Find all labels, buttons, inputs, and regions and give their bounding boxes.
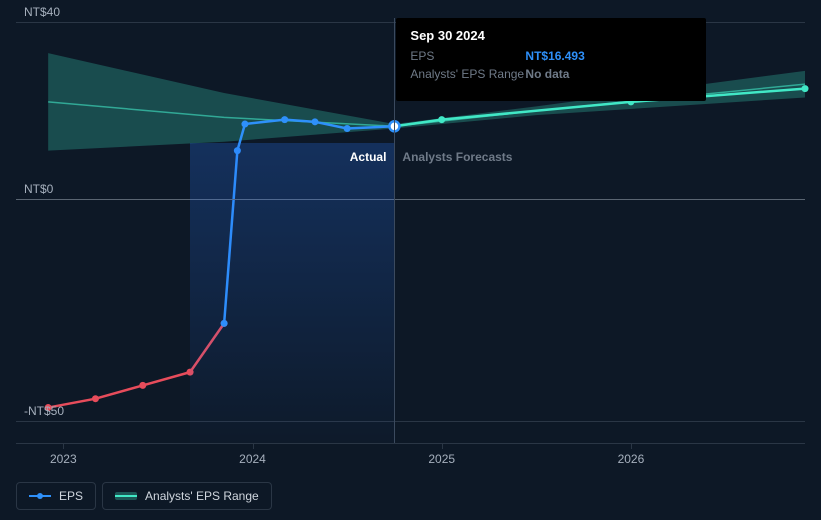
x-axis-label: 2025 bbox=[428, 452, 455, 466]
tooltip-date: Sep 30 2024 bbox=[410, 28, 692, 43]
tooltip-value: NT$16.493 bbox=[525, 47, 584, 65]
legend-eps[interactable]: EPS bbox=[16, 482, 96, 510]
tooltip: Sep 30 2024 EPSNT$16.493Analysts' EPS Ra… bbox=[396, 18, 706, 101]
tooltip-row: EPSNT$16.493 bbox=[410, 47, 692, 65]
legend-label: Analysts' EPS Range bbox=[145, 489, 259, 503]
legend-swatch-area bbox=[115, 492, 137, 500]
x-axis bbox=[16, 443, 805, 444]
y-axis-label: NT$40 bbox=[24, 5, 60, 19]
tooltip-row: Analysts' EPS RangeNo data bbox=[410, 65, 692, 83]
legend: EPS Analysts' EPS Range bbox=[16, 482, 272, 510]
tooltip-key: Analysts' EPS Range bbox=[410, 65, 525, 83]
x-axis-label: 2026 bbox=[618, 452, 645, 466]
x-tick-mark bbox=[442, 443, 443, 449]
gridline bbox=[16, 199, 805, 200]
tooltip-value: No data bbox=[525, 65, 569, 83]
gridline bbox=[16, 421, 805, 422]
x-tick-mark bbox=[63, 443, 64, 449]
region-label-actual: Actual bbox=[350, 150, 387, 164]
y-axis-label: NT$0 bbox=[24, 182, 53, 196]
y-axis-label: -NT$50 bbox=[24, 404, 64, 418]
x-axis-label: 2023 bbox=[50, 452, 77, 466]
tooltip-guideline bbox=[394, 18, 395, 443]
legend-eps-range[interactable]: Analysts' EPS Range bbox=[102, 482, 272, 510]
region-label-forecast: Analysts Forecasts bbox=[402, 150, 512, 164]
legend-label: EPS bbox=[59, 489, 83, 503]
x-tick-mark bbox=[631, 443, 632, 449]
eps-chart: NT$40NT$0-NT$50ActualAnalysts Forecasts … bbox=[16, 0, 805, 520]
legend-swatch-line bbox=[29, 495, 51, 497]
tooltip-key: EPS bbox=[410, 47, 525, 65]
x-tick-mark bbox=[253, 443, 254, 449]
x-axis-label: 2024 bbox=[239, 452, 266, 466]
